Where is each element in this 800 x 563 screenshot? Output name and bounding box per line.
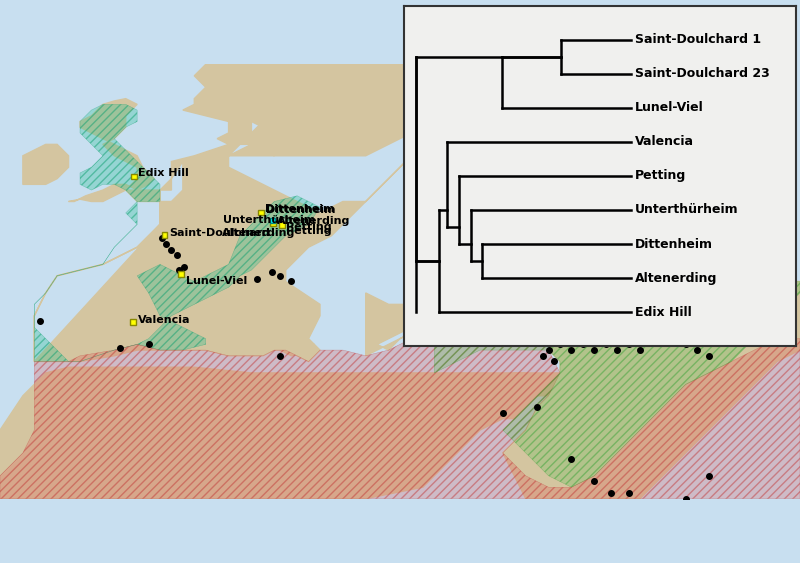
Polygon shape [183, 0, 480, 144]
Bar [270, 221, 276, 226]
Polygon shape [280, 338, 314, 356]
Bar [162, 233, 167, 238]
Text: Petting: Petting [286, 226, 332, 236]
Text: Saint-Doulchard 23: Saint-Doulchard 23 [635, 67, 770, 81]
Text: Dittenheim: Dittenheim [265, 204, 334, 214]
Text: Valencia: Valencia [138, 315, 190, 324]
Text: Altenerding: Altenerding [635, 271, 718, 285]
Polygon shape [234, 310, 246, 327]
Text: Lunel-Viel: Lunel-Viel [635, 101, 704, 114]
Text: Saint-Doulchard 1: Saint-Doulchard 1 [635, 33, 762, 46]
Text: Petting: Petting [635, 169, 686, 182]
Polygon shape [23, 144, 69, 184]
Text: Lunel-Viel: Lunel-Viel [186, 275, 247, 285]
Polygon shape [0, 367, 560, 499]
Polygon shape [234, 282, 246, 298]
Text: Dittenheim: Dittenheim [266, 205, 335, 215]
Bar [270, 217, 275, 223]
Text: Unterthürheim: Unterthürheim [635, 203, 739, 217]
Polygon shape [0, 305, 800, 499]
Polygon shape [34, 104, 320, 361]
Bar [131, 173, 137, 179]
Text: Altenerding: Altenerding [277, 216, 350, 226]
Text: Altenerding: Altenerding [222, 227, 295, 238]
Text: Valencia: Valencia [635, 135, 694, 149]
Polygon shape [217, 116, 251, 144]
Text: Saint-Doulchard: Saint-Doulchard [169, 228, 270, 238]
Text: Edix Hill: Edix Hill [635, 306, 692, 319]
Bar [258, 209, 264, 215]
Text: Unterthürheim: Unterthürheim [223, 215, 315, 225]
Polygon shape [434, 270, 800, 487]
Text: Petting: Petting [286, 222, 331, 232]
Bar [130, 319, 136, 325]
Polygon shape [366, 293, 434, 356]
Polygon shape [34, 64, 480, 361]
Polygon shape [503, 373, 526, 379]
Text: Edix Hill: Edix Hill [138, 168, 189, 178]
Bar [178, 271, 184, 276]
Polygon shape [514, 247, 594, 282]
Text: Dittenheim: Dittenheim [635, 238, 714, 251]
Bar [279, 222, 285, 228]
Polygon shape [434, 270, 800, 499]
Polygon shape [69, 99, 154, 202]
